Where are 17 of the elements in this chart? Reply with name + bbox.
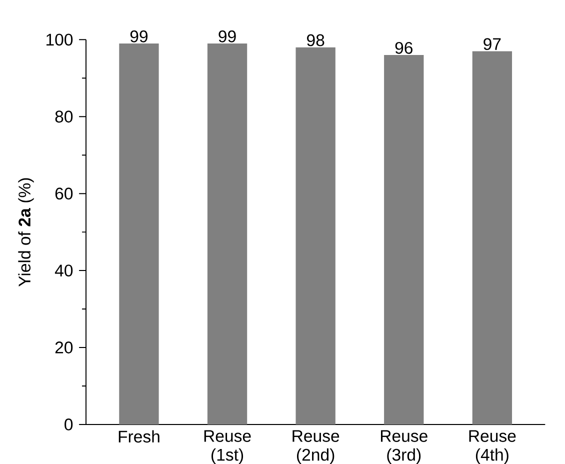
data-label: 97: [484, 38, 501, 50]
x-tick-label: Reuse (1st): [204, 430, 251, 464]
y-tick-label: 40: [54, 264, 73, 276]
x-tick-label: Reuse (3rd): [380, 430, 428, 464]
data-label: 98: [307, 34, 324, 46]
x-tick-label: Reuse (4th): [469, 430, 516, 464]
data-label: 99: [218, 30, 236, 42]
data-label: 96: [395, 42, 412, 54]
x-tick-label: Fresh: [118, 430, 160, 443]
y-tick-label: 60: [55, 188, 73, 200]
y-tick-label: 0: [64, 418, 73, 430]
x-tick-label: Reuse (2nd): [292, 430, 340, 464]
y-tick-label: 20: [55, 341, 73, 354]
y-tick-label: 80: [55, 110, 73, 123]
y-tick-label: 100: [46, 34, 73, 46]
y-axis-title: Yield of 2a (%): [18, 178, 34, 286]
data-label: 99: [130, 30, 148, 42]
